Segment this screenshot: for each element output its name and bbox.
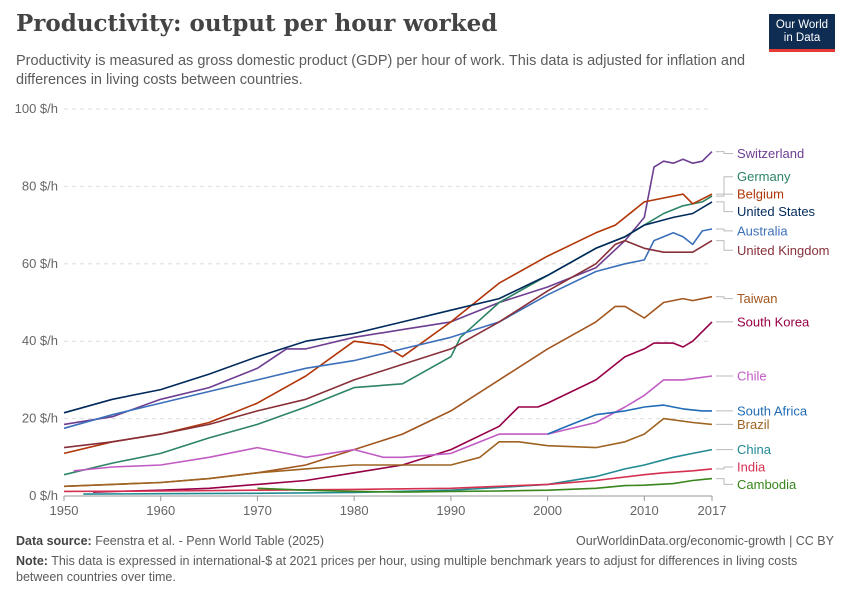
x-tick-label: 1990	[436, 503, 465, 518]
logo-line-1: Our World	[775, 19, 829, 31]
series-label-brazil[interactable]: Brazil	[737, 417, 770, 432]
series-label-switzerland[interactable]: Switzerland	[737, 146, 804, 161]
series-label-south-korea[interactable]: South Korea	[737, 314, 810, 329]
series-line-cambodia[interactable]	[257, 477, 713, 493]
series-label-south-africa[interactable]: South Africa	[737, 403, 808, 418]
y-tick-label: 0 $/h	[29, 488, 58, 503]
series-connector-cambodia	[716, 478, 733, 485]
series-label-china[interactable]: China	[737, 442, 772, 457]
series-line-australia[interactable]	[63, 228, 713, 430]
series-label-chile[interactable]: Chile	[737, 369, 767, 384]
series-line-china[interactable]	[83, 448, 713, 495]
series-line-united-kingdom[interactable]	[63, 239, 713, 449]
owid-logo[interactable]: Our World in Data	[769, 14, 835, 52]
source-label: Data source:	[16, 534, 92, 548]
series-connector-australia	[716, 228, 733, 232]
note-footer: Note: This data is expressed in internat…	[16, 553, 834, 585]
series-connector-united-kingdom	[716, 240, 733, 251]
series-label-belgium[interactable]: Belgium	[737, 187, 784, 202]
x-tick-label: 2017	[698, 503, 727, 518]
series-connector-germany	[716, 176, 733, 197]
series-connector-switzerland	[716, 151, 733, 154]
series-label-cambodia[interactable]: Cambodia	[737, 477, 797, 492]
x-tick-label: 2010	[630, 503, 659, 518]
series-line-india[interactable]	[63, 468, 713, 493]
series-connector-united-states	[716, 201, 733, 213]
source-text[interactable]: Feenstra et al. - Penn World Table (2025…	[95, 534, 325, 548]
y-tick-label: 40 $/h	[22, 333, 58, 348]
line-chart: 0 $/h 20 $/h 40 $/h 60 $/h 80 $/h 100 $/h 1950…	[15, 101, 830, 518]
series-line-south-korea[interactable]	[92, 321, 713, 493]
series-connector-india	[716, 466, 733, 470]
source-footer: Data source: Feenstra et al. - Penn Worl…	[16, 533, 834, 549]
series-label-united-states[interactable]: United States	[737, 204, 816, 219]
y-tick-label: 80 $/h	[22, 178, 58, 193]
series-label-taiwan[interactable]: Taiwan	[737, 291, 777, 306]
note-label: Note:	[16, 554, 48, 568]
x-tick-label: 1960	[146, 503, 175, 518]
series-connector-taiwan	[716, 296, 733, 300]
series-line-switzerland[interactable]	[63, 151, 713, 426]
note-text: This data is expressed in international-…	[16, 554, 798, 584]
chart-title: Productivity: output per hour worked	[16, 10, 498, 37]
series-label-india[interactable]: India	[737, 459, 766, 474]
y-tick-label: 60 $/h	[22, 256, 58, 271]
owid-url[interactable]: OurWorldinData.org/economic-growth | CC …	[576, 534, 834, 548]
logo-line-2: in Data	[783, 32, 821, 44]
series-line-brazil[interactable]	[63, 417, 713, 488]
series-line-germany[interactable]	[63, 195, 713, 476]
x-tick-label: 2000	[533, 503, 562, 518]
series-label-australia[interactable]: Australia	[737, 223, 788, 238]
y-tick-label: 100 $/h	[15, 101, 58, 116]
series-line-belgium[interactable]	[63, 193, 713, 455]
series-line-south-africa[interactable]	[547, 404, 712, 435]
series-line-united-states[interactable]	[63, 201, 713, 414]
y-tick-label: 20 $/h	[22, 411, 58, 426]
series-line-chile[interactable]	[73, 375, 713, 472]
x-tick-label: 1980	[340, 503, 369, 518]
series-label-united-kingdom[interactable]: United Kingdom	[737, 243, 830, 258]
chart-subtitle: Productivity is measured as gross domest…	[16, 53, 746, 88]
x-tick-label: 1950	[50, 503, 79, 518]
x-tick-label: 1970	[243, 503, 272, 518]
series-label-germany[interactable]: Germany	[737, 169, 791, 184]
